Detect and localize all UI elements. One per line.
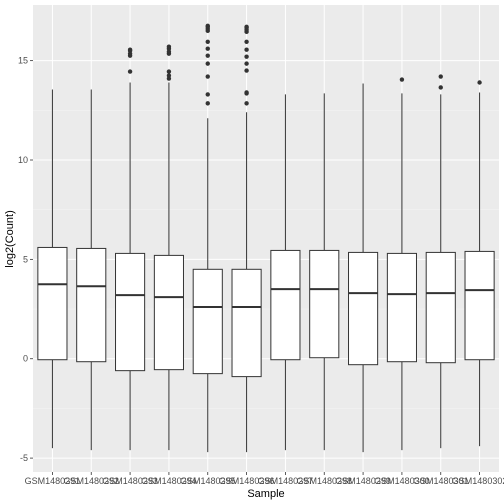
box-iqr	[76, 247, 107, 363]
y-tick-label: 15	[18, 56, 28, 66]
x-tick-label: GSM1480300	[374, 476, 430, 486]
box-iqr	[425, 251, 456, 364]
box-GSM1480298	[309, 93, 340, 451]
outlier-point	[438, 85, 443, 90]
outlier-point	[166, 73, 172, 78]
box-GSM1480300	[386, 77, 417, 451]
box-GSM1480291	[37, 89, 68, 449]
x-tick-label: GSM1480301	[413, 476, 469, 486]
outlier-point	[244, 54, 249, 59]
outlier-point	[477, 80, 482, 85]
box-series	[37, 23, 495, 453]
x-tick-label: GSM1480291	[25, 476, 81, 486]
x-axis: GSM1480291GSM1480292GSM1480293GSM1480294…	[25, 472, 504, 486]
x-tick-label: GSM1480299	[335, 476, 391, 486]
x-tick-label: GSM1480293	[102, 476, 158, 486]
outlier-point	[244, 101, 249, 106]
box-GSM1480295	[192, 23, 223, 453]
box-GSM1480294	[153, 44, 184, 451]
outlier-point	[205, 39, 210, 44]
x-tick-label: GSM1480294	[141, 476, 197, 486]
box-iqr	[153, 254, 184, 371]
outlier-point	[166, 44, 172, 49]
x-tick-label: GSM1480295	[180, 476, 236, 486]
plot-panel	[33, 5, 499, 472]
outlier-point	[438, 74, 443, 79]
outlier-point	[244, 47, 249, 52]
outlier-point	[244, 61, 249, 66]
box-iqr	[192, 268, 223, 375]
outlier-point	[205, 61, 210, 66]
outlier-point	[205, 53, 210, 58]
minor-gridlines	[33, 110, 499, 409]
box-GSM1480302	[464, 80, 495, 447]
box-GSM1480297	[270, 94, 301, 451]
box-GSM1480292	[76, 89, 107, 451]
box-iqr	[115, 252, 146, 372]
x-tick-label: GSM1480302	[452, 476, 504, 486]
outlier-point	[244, 90, 249, 95]
outlier-point	[399, 77, 405, 82]
outlier-point	[205, 46, 210, 51]
outlier-point	[205, 92, 210, 97]
box-iqr	[270, 249, 301, 361]
x-tick-label: GSM1480292	[63, 476, 119, 486]
box-iqr	[231, 268, 262, 378]
box-iqr	[37, 246, 68, 361]
box-GSM1480296	[231, 24, 262, 453]
x-tick-label: GSM1480297	[258, 476, 314, 486]
y-axis-title: log2(Count)	[4, 210, 16, 267]
box-iqr	[464, 250, 495, 361]
outlier-point	[127, 69, 133, 74]
y-axis: -5 0 5 10 15	[18, 56, 33, 463]
y-tick-label: -5	[20, 453, 28, 463]
outlier-point	[244, 68, 249, 73]
y-tick-label: 5	[23, 254, 28, 264]
box-GSM1480299	[348, 83, 379, 453]
x-tick-label: GSM1480296	[219, 476, 275, 486]
x-tick-label: GSM1480298	[296, 476, 352, 486]
box-iqr	[386, 252, 417, 363]
x-axis-title: Sample	[247, 488, 284, 500]
outlier-point	[244, 24, 249, 30]
outlier-point	[127, 47, 133, 52]
box-GSM1480293	[115, 47, 146, 451]
outlier-point	[205, 101, 210, 106]
y-tick-label: 10	[18, 155, 28, 165]
box-iqr	[309, 249, 340, 359]
y-tick-label: 0	[23, 354, 28, 364]
outlier-point	[205, 74, 210, 79]
outlier-point	[205, 23, 210, 29]
outlier-point	[244, 39, 249, 44]
box-iqr	[348, 251, 379, 366]
box-GSM1480301	[425, 74, 456, 449]
outlier-point	[166, 69, 172, 74]
